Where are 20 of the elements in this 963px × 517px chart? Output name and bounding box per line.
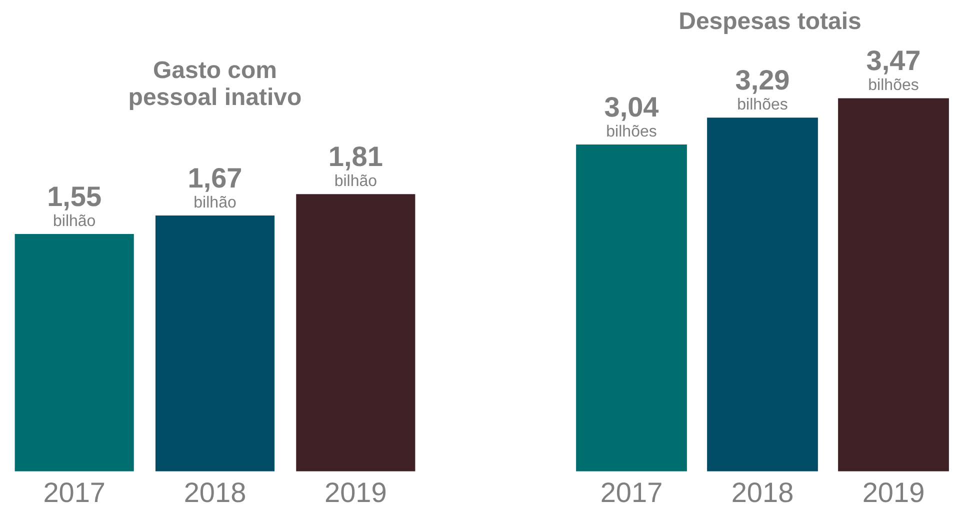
chart-title: Despesas totais xyxy=(678,8,862,35)
x-tick-label: 2018 xyxy=(184,476,246,508)
annotation: bilhões xyxy=(737,96,788,114)
chart-title: Gasto com pessoal inativo xyxy=(127,57,303,111)
data-label: 3,29 xyxy=(735,64,790,96)
x-tick-label: 2019 xyxy=(862,476,925,508)
data-label: 1,81 xyxy=(328,141,383,172)
data-label: 3,47 xyxy=(866,45,921,76)
annotation: bilhão xyxy=(194,194,236,212)
annotation: bilhões xyxy=(868,77,919,94)
annotation: bilhão xyxy=(52,212,96,230)
x-tick-label: 2017 xyxy=(43,476,106,508)
annotation: bilhões xyxy=(606,123,657,140)
data-label: 3,04 xyxy=(604,91,660,122)
data-label: 1,55 xyxy=(47,180,102,212)
x-tick-label: 2019 xyxy=(324,476,387,508)
x-tick-label: 2018 xyxy=(731,476,794,508)
x-tick-label: 2017 xyxy=(600,476,663,508)
data-label: 1,67 xyxy=(188,162,242,194)
annotation: bilhão xyxy=(334,173,378,190)
